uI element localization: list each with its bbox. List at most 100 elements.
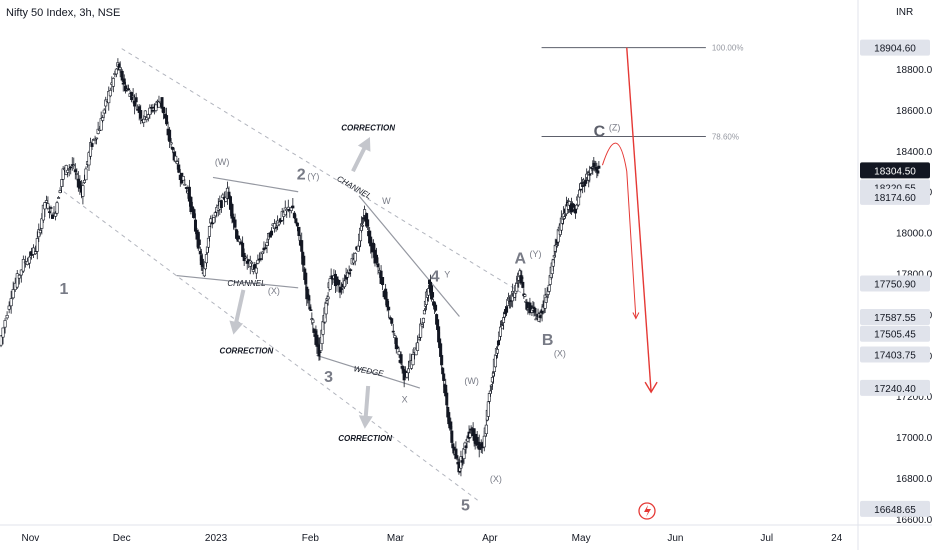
wave-label: (W) [215,157,230,167]
candle-body [270,230,274,236]
candle-body [385,298,389,308]
candle-body [420,324,424,327]
candle-body [422,309,426,315]
candle-body [238,238,242,243]
candle-body [291,205,295,209]
y-tick-label: 16600.00 [896,515,932,526]
candle-body [302,255,306,266]
price-label-box [860,325,930,342]
candle-body [69,166,73,169]
y-tick-label: 17200.00 [896,392,932,403]
price-label-box [860,379,930,396]
price-label-text: 17587.55 [874,313,916,324]
candle-body [292,212,296,219]
candle-body [33,251,37,255]
candle-body [326,296,330,300]
wave-label: X [402,394,408,404]
candle-body [391,330,395,333]
fib-level-label: 100.00% [712,44,744,53]
candle-body [169,142,173,145]
candle-body [434,304,438,311]
candle-body [183,183,187,186]
x-tick-label: Apr [482,533,498,544]
flash-bolt [644,505,651,517]
candle-body [127,88,131,91]
candle-body [414,348,418,356]
candle-body [295,222,299,227]
candle-body [455,455,459,459]
fib-level-label: 78.60% [712,133,739,142]
candle-body [482,435,486,448]
candle-body [177,164,181,173]
candle-body [148,107,152,115]
candle-body [31,247,35,255]
candle-body [67,168,71,170]
candle-body [387,306,391,311]
price-label-text: 17750.90 [874,280,916,291]
wave-label: (W) [464,376,479,386]
candle-body [60,179,64,187]
candle-body [405,372,409,378]
candle-body [184,187,188,189]
candle-body [49,207,53,209]
wave-label: Y [444,270,450,280]
candle-body [449,421,453,430]
candle-body [572,203,576,208]
price-label-box [860,346,930,363]
x-tick-label: 2023 [205,533,228,544]
wedge-bottom-line [316,354,421,389]
candle-body [274,226,278,229]
price-label-text: 18174.60 [874,193,916,204]
candlestick-series [0,58,601,477]
candle-body [142,118,146,123]
tradingview-flash-icon [638,502,656,520]
wave-label: CHANNEL [335,174,373,201]
candle-body [356,245,360,252]
candle-body [254,267,258,274]
candle-body [597,165,601,169]
candle-body [46,203,50,209]
wave-label: 3 [324,369,333,386]
tradingview-logo[interactable] [638,502,656,520]
price-label-box [860,500,930,517]
candle-body [450,430,454,443]
candle-body [58,190,62,193]
candle-body [394,337,398,350]
wave-label: B [542,332,554,349]
candle-body [101,117,105,121]
candle-body [256,259,260,264]
candle-body [244,256,248,259]
candle-body [219,200,223,209]
y-tick-label: 17800.00 [896,270,932,281]
price-label-box [860,308,930,325]
candle-body [200,258,204,267]
wave-label: (Y) [529,249,541,259]
candle-body [353,253,357,262]
candle-body [534,318,538,321]
candle-body [99,118,103,131]
candle-body [300,240,304,252]
candle-body [419,323,423,338]
candle-body [0,335,3,346]
candle-body [50,214,54,219]
wave-label: (X) [268,286,280,296]
candle-body [207,226,211,237]
projection-long-arrow-head [644,381,658,394]
wave-label: (Z) [609,122,621,132]
wave-label: CORRECTION [338,434,392,443]
candle-body [102,109,106,114]
price-label-box [860,39,930,56]
y-tick-label: 18600.00 [896,106,932,117]
price-label-box [860,188,930,205]
candle-body [174,155,178,162]
candle-body [533,308,537,313]
candle-body [7,305,11,310]
candle-body [204,254,208,264]
projection-short-curve [601,142,637,319]
candle-body [151,110,155,112]
candle-body [11,289,15,299]
candle-body [396,346,400,349]
x-axis: Nov Dec 2023 Feb Mar Apr May Jun Jul 24 [22,533,843,544]
candle-body [111,78,115,87]
